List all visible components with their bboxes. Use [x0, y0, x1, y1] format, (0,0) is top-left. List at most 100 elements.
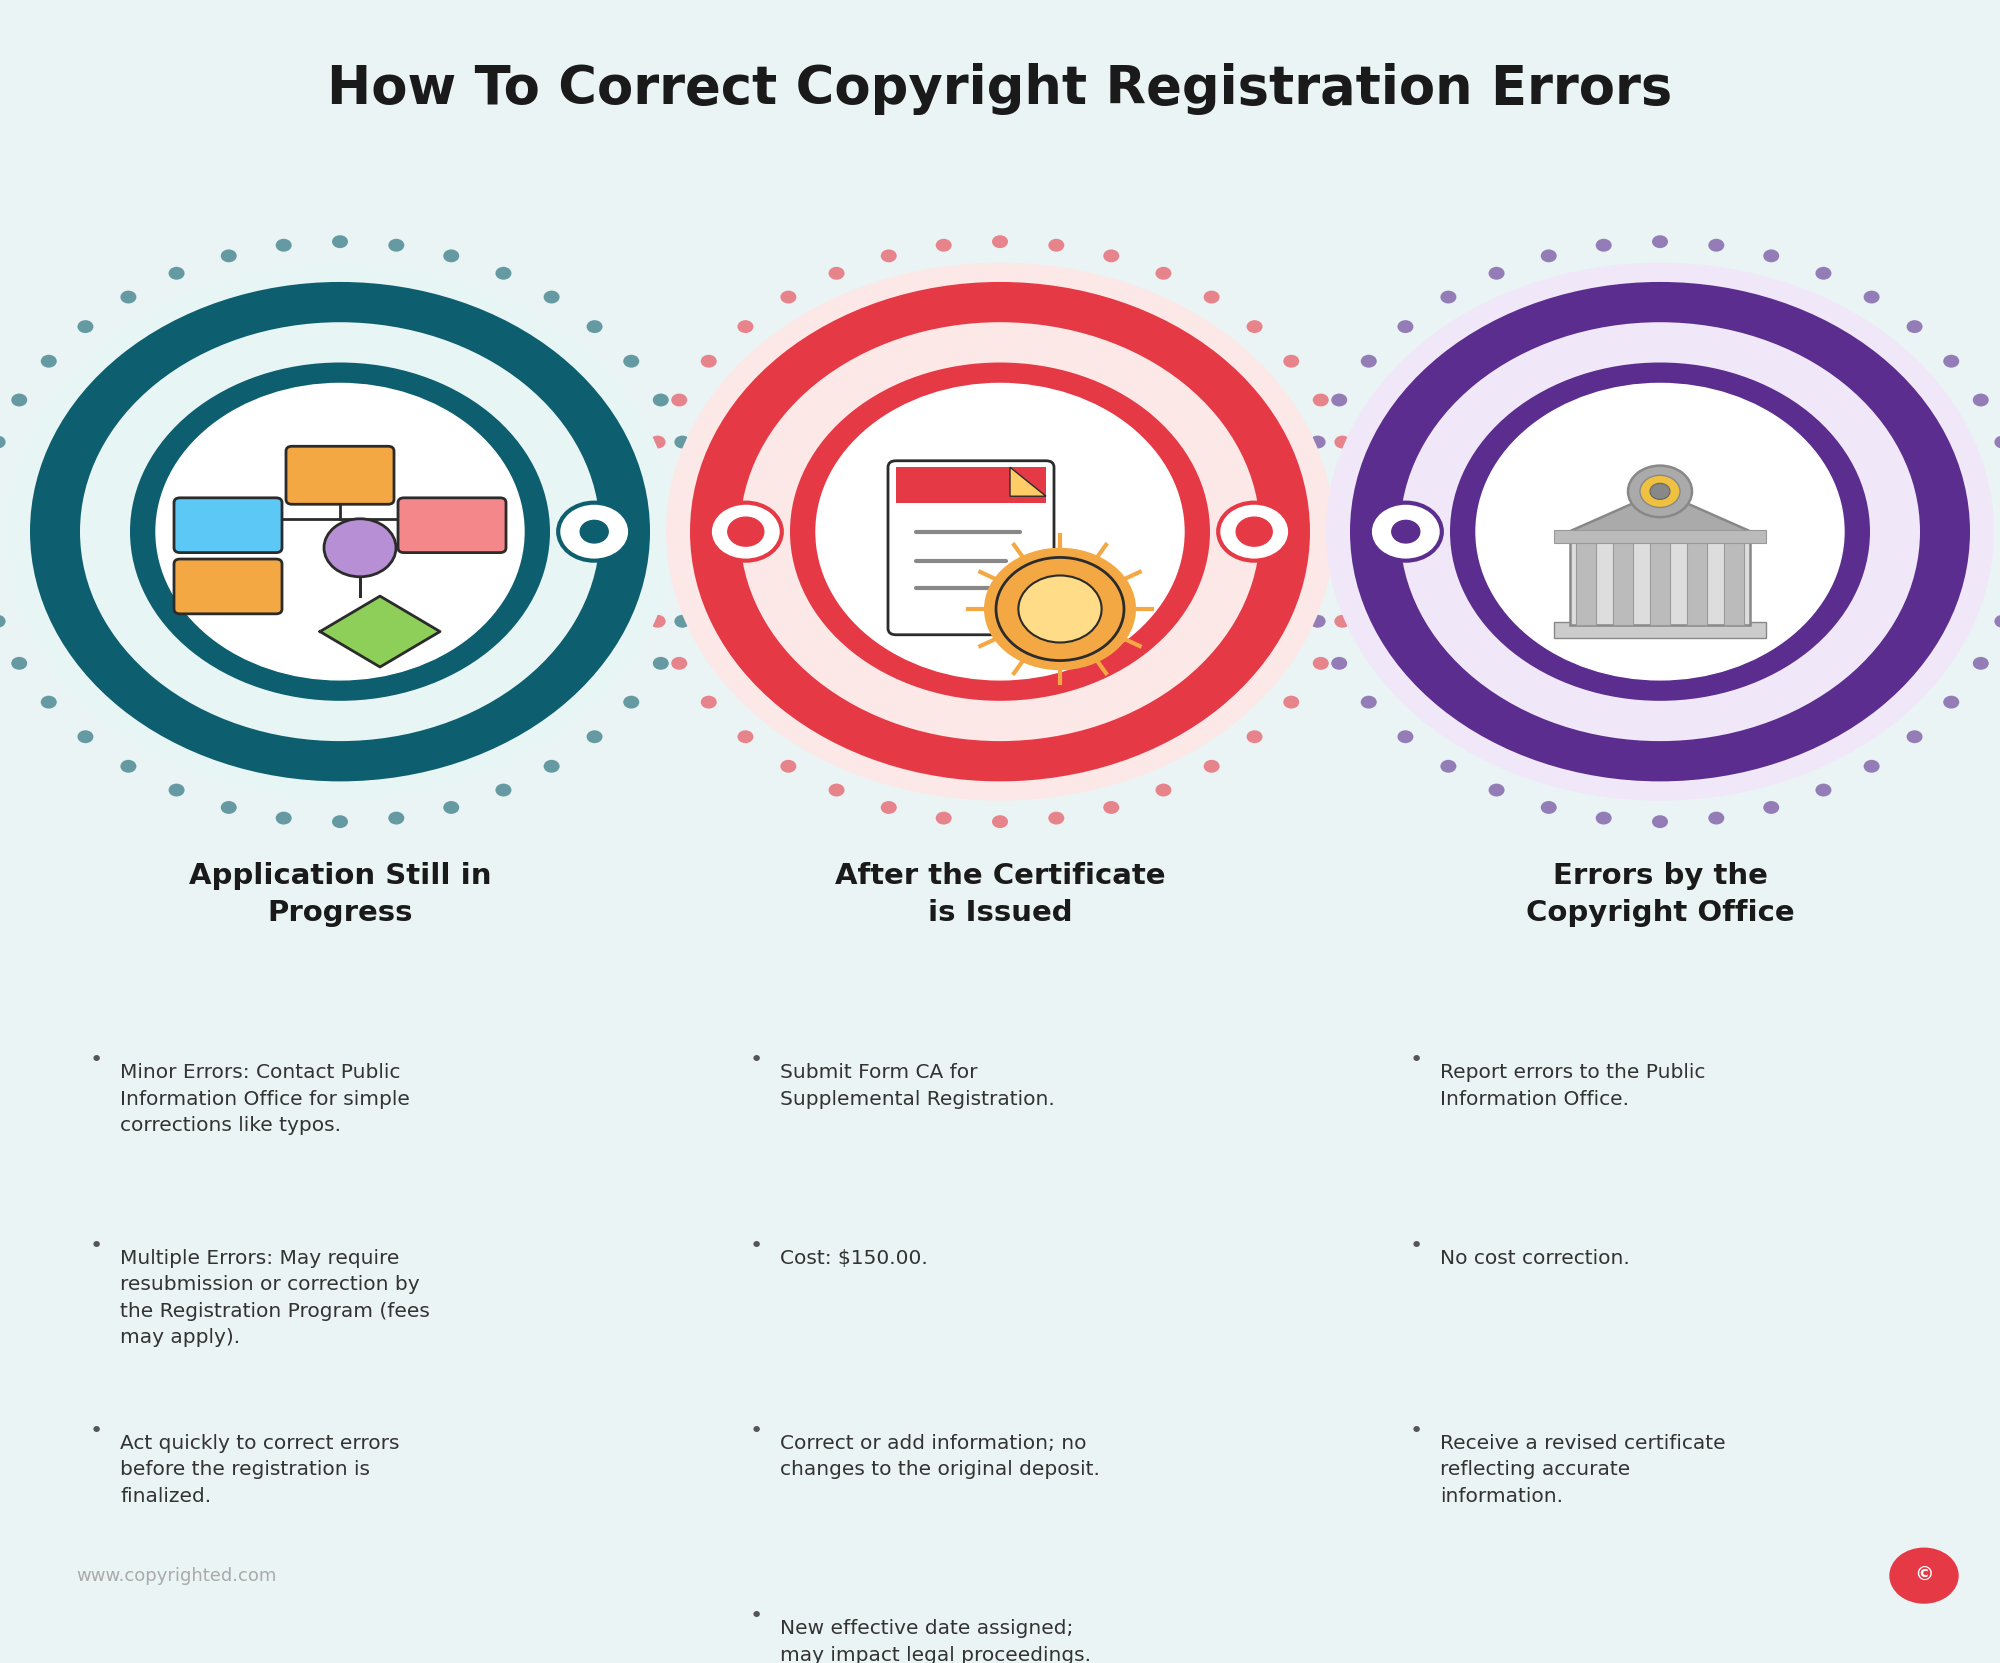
Text: Submit Form CA for
Supplemental Registration.: Submit Form CA for Supplemental Registra… [780, 1063, 1054, 1109]
Circle shape [1816, 266, 1832, 279]
Circle shape [1326, 263, 1994, 800]
Circle shape [324, 519, 396, 577]
Circle shape [1450, 363, 1870, 700]
Circle shape [936, 239, 952, 251]
Text: No cost correction.: No cost correction. [1440, 1249, 1630, 1267]
Circle shape [80, 323, 600, 742]
Text: •: • [1410, 1051, 1424, 1071]
Circle shape [672, 657, 688, 670]
Circle shape [1652, 815, 1668, 828]
Circle shape [692, 526, 708, 539]
Circle shape [586, 730, 602, 743]
Circle shape [1628, 466, 1692, 517]
Circle shape [332, 234, 348, 248]
FancyBboxPatch shape [1612, 537, 1632, 625]
Circle shape [544, 760, 560, 773]
Text: •: • [1410, 1236, 1424, 1256]
FancyBboxPatch shape [286, 446, 394, 504]
Polygon shape [320, 595, 440, 667]
Circle shape [1284, 695, 1300, 708]
Circle shape [728, 517, 764, 545]
Circle shape [1246, 730, 1262, 743]
Circle shape [710, 502, 782, 560]
FancyBboxPatch shape [174, 497, 282, 552]
Circle shape [1156, 266, 1172, 279]
Circle shape [632, 526, 648, 539]
Circle shape [220, 802, 236, 813]
Circle shape [652, 394, 668, 406]
Circle shape [78, 321, 94, 333]
Text: ©: © [1914, 1567, 1934, 1585]
Circle shape [1292, 526, 1308, 539]
Circle shape [636, 481, 652, 492]
Circle shape [674, 615, 690, 627]
Circle shape [1488, 266, 1504, 279]
Circle shape [1104, 802, 1120, 813]
Circle shape [688, 481, 704, 492]
Circle shape [168, 266, 184, 279]
FancyBboxPatch shape [1554, 622, 1766, 639]
Circle shape [544, 291, 560, 303]
Circle shape [624, 695, 640, 708]
FancyBboxPatch shape [1576, 537, 1596, 625]
Circle shape [652, 657, 668, 670]
Circle shape [1890, 1548, 1958, 1603]
FancyBboxPatch shape [888, 461, 1054, 635]
FancyBboxPatch shape [1686, 537, 1706, 625]
Circle shape [1972, 394, 1988, 406]
Circle shape [12, 657, 28, 670]
Circle shape [1864, 291, 1880, 303]
Circle shape [828, 266, 844, 279]
Text: New effective date assigned;
may impact legal proceedings.: New effective date assigned; may impact … [780, 1620, 1092, 1663]
Circle shape [1440, 760, 1456, 773]
Circle shape [1018, 575, 1102, 642]
Circle shape [1312, 394, 1328, 406]
Circle shape [650, 615, 666, 627]
Circle shape [1246, 321, 1262, 333]
Polygon shape [1010, 467, 1046, 496]
Circle shape [1204, 760, 1220, 773]
Circle shape [40, 354, 56, 368]
Circle shape [1348, 481, 1364, 492]
Circle shape [1398, 321, 1414, 333]
Circle shape [1708, 812, 1724, 825]
Circle shape [1284, 354, 1300, 368]
Text: Receive a revised certificate
reflecting accurate
information.: Receive a revised certificate reflecting… [1440, 1434, 1726, 1507]
Circle shape [992, 815, 1008, 828]
Circle shape [1334, 615, 1350, 627]
Text: Act quickly to correct errors
before the registration is
finalized.: Act quickly to correct errors before the… [120, 1434, 400, 1507]
Circle shape [30, 283, 650, 782]
Circle shape [1400, 323, 1920, 742]
Circle shape [700, 354, 716, 368]
Text: •: • [90, 1420, 104, 1440]
Circle shape [1640, 476, 1680, 507]
FancyBboxPatch shape [1554, 530, 1766, 542]
Circle shape [1332, 657, 1348, 670]
Circle shape [1944, 695, 1960, 708]
Circle shape [700, 695, 716, 708]
Polygon shape [1558, 491, 1762, 537]
Circle shape [388, 812, 404, 825]
Text: Errors by the
Copyright Office: Errors by the Copyright Office [1526, 861, 1794, 926]
Circle shape [1652, 234, 1668, 248]
Circle shape [984, 547, 1136, 670]
Circle shape [828, 783, 844, 797]
FancyBboxPatch shape [896, 467, 1046, 502]
Text: Minor Errors: Contact Public
Information Office for simple
corrections like typo: Minor Errors: Contact Public Information… [120, 1063, 410, 1136]
Circle shape [1764, 802, 1780, 813]
Text: •: • [90, 1051, 104, 1071]
Circle shape [120, 291, 136, 303]
Circle shape [276, 239, 292, 251]
Circle shape [1994, 615, 2000, 627]
Circle shape [1906, 730, 1922, 743]
Text: Cost: $150.00.: Cost: $150.00. [780, 1249, 928, 1267]
Text: •: • [1410, 1420, 1424, 1440]
Text: •: • [750, 1420, 764, 1440]
FancyBboxPatch shape [1724, 537, 1744, 625]
Circle shape [156, 384, 524, 680]
FancyBboxPatch shape [1650, 537, 1670, 625]
Circle shape [738, 321, 754, 333]
Circle shape [1392, 521, 1420, 542]
Circle shape [1944, 354, 1960, 368]
Circle shape [1596, 239, 1612, 251]
